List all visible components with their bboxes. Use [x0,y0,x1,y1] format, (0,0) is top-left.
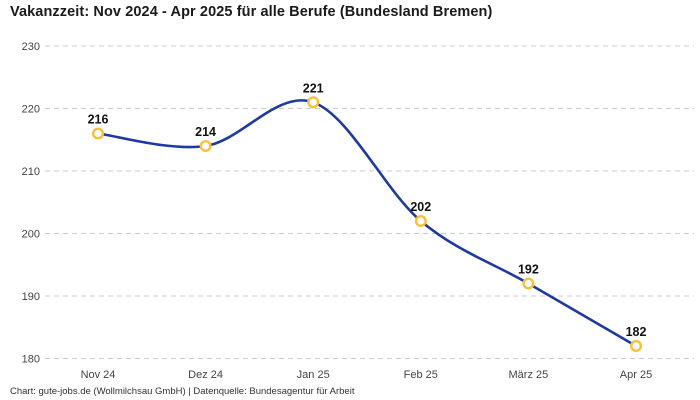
data-point-marker [199,139,212,152]
chart-title: Vakanzzeit: Nov 2024 - Apr 2025 für alle… [10,4,493,20]
line-series [96,99,638,348]
y-axis-tick-label: 190 [22,291,40,303]
data-point-label: 192 [518,263,539,277]
x-axis-tick-label: Dez 24 [188,369,223,381]
y-axis-tick-label: 180 [22,354,40,366]
y-axis-tick-label: 200 [22,229,40,241]
x-axis-tick-label: Jan 25 [297,369,330,381]
y-axis-tick-label: 230 [22,41,40,53]
data-point-label: 221 [303,81,324,95]
data-point-marker [414,214,427,227]
data-point-label: 182 [626,325,647,339]
y-axis-tick-label: 210 [22,166,40,178]
data-point-label: 216 [88,113,109,127]
data-point-marker [522,277,535,290]
data-point-marker [630,340,643,353]
x-axis-tick-label: Apr 25 [620,369,652,381]
data-point-marker [307,96,320,109]
data-point-label: 214 [195,125,216,139]
data-point-label: 202 [410,200,431,214]
x-axis-tick-label: Feb 25 [404,369,438,381]
data-point-marker [91,127,104,140]
x-axis-tick-label: Nov 24 [81,369,116,381]
y-axis-tick-label: 220 [22,104,40,116]
chart-credit: Chart: gute-jobs.de (Wollmilchsau GmbH) … [10,386,355,397]
x-axis-tick-label: März 25 [509,369,549,381]
